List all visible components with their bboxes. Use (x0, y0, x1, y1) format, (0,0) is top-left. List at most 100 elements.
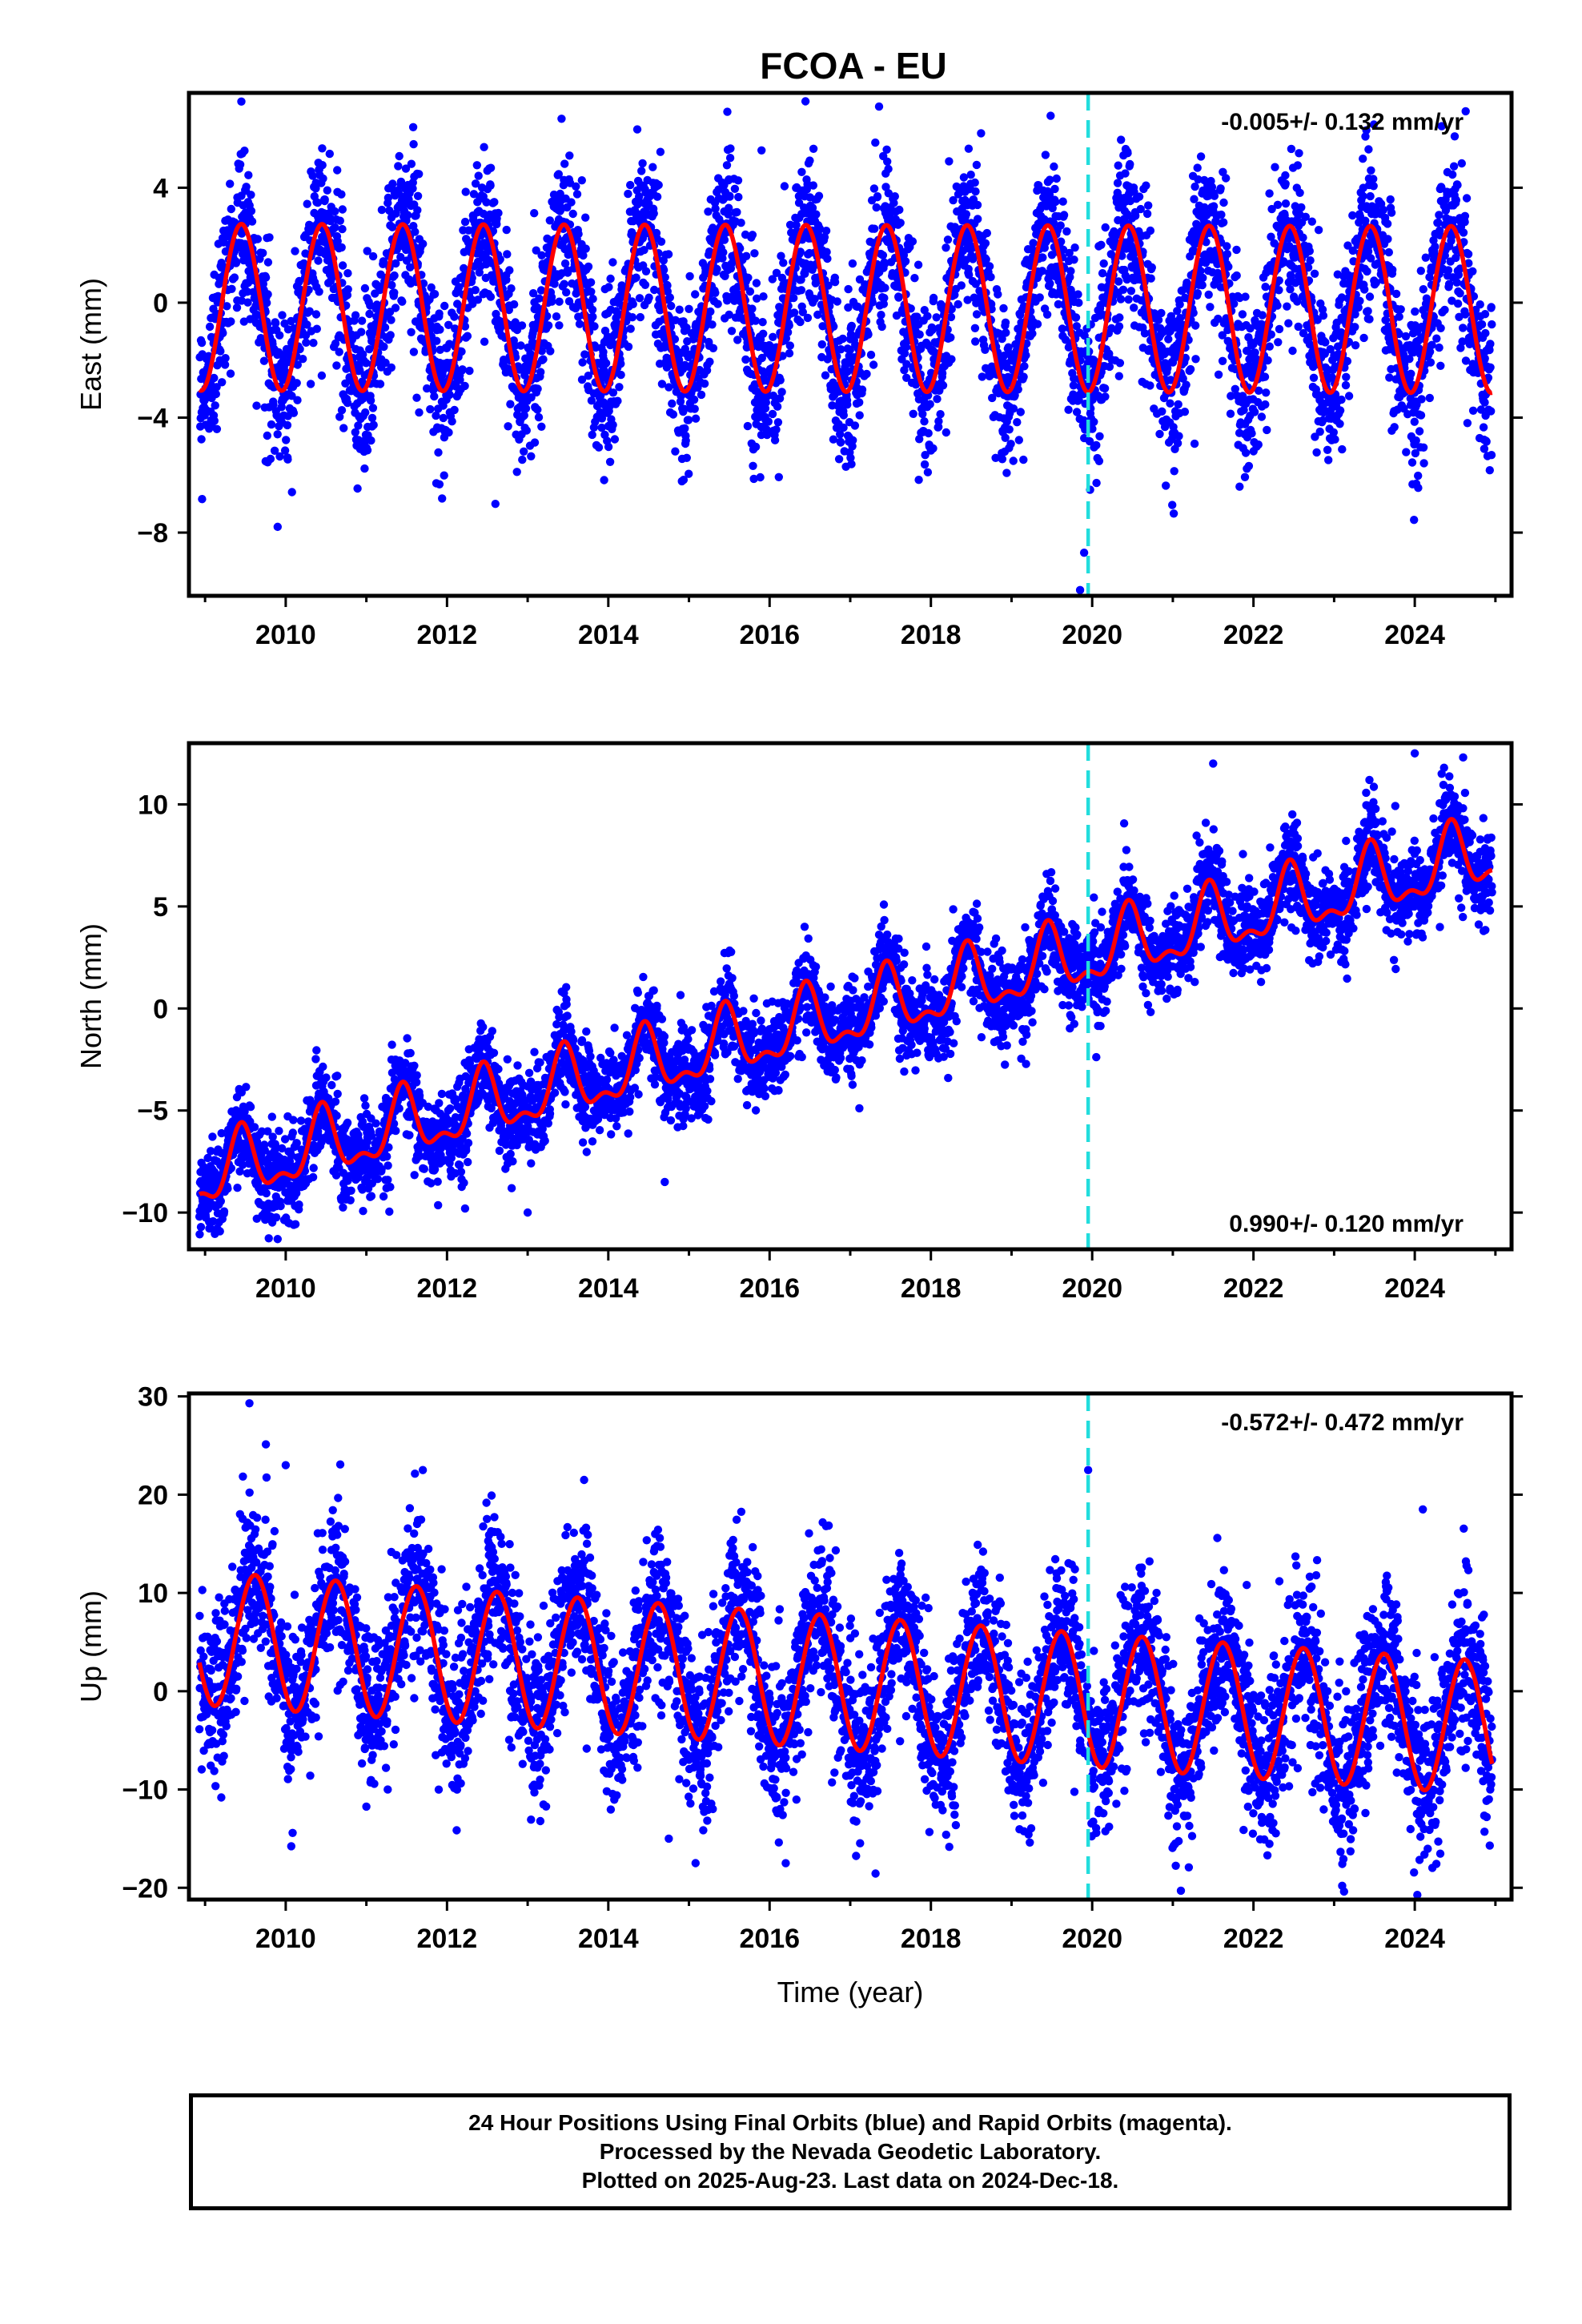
position-point (726, 144, 735, 153)
position-point (556, 189, 564, 199)
position-point (226, 369, 235, 378)
position-point (1435, 343, 1443, 352)
position-point (1307, 217, 1317, 226)
position-point (1436, 361, 1445, 370)
position-point (836, 438, 845, 447)
position-point (1058, 324, 1067, 333)
position-point (231, 259, 241, 267)
position-point (706, 307, 715, 316)
position-point (749, 474, 758, 484)
position-point (1009, 456, 1018, 465)
position-point (1286, 285, 1295, 294)
position-point (1162, 481, 1170, 490)
position-point (1121, 169, 1130, 178)
position-point (1058, 245, 1068, 254)
position-point (267, 420, 276, 429)
position-point (947, 355, 956, 364)
position-point (785, 220, 795, 229)
position-point (1223, 242, 1231, 251)
position-point (1258, 311, 1267, 320)
position-point (361, 408, 370, 417)
position-point (775, 394, 785, 403)
position-point (450, 312, 459, 321)
position-point (884, 164, 893, 174)
position-point (1146, 274, 1155, 283)
position-point (1085, 436, 1094, 446)
position-point (472, 161, 481, 170)
position-point (733, 176, 743, 185)
position-point (641, 267, 651, 275)
position-point (896, 219, 905, 227)
position-point (1218, 356, 1227, 365)
position-point (450, 405, 459, 415)
position-point (584, 372, 592, 380)
position-point (338, 224, 347, 234)
position-point (913, 312, 921, 321)
position-point (1144, 201, 1153, 210)
position-point (1035, 293, 1044, 302)
position-point (295, 344, 304, 354)
position-point (419, 239, 428, 248)
position-point (312, 324, 321, 333)
position-point (520, 447, 528, 456)
position-point (681, 424, 689, 433)
position-point (1281, 179, 1290, 188)
position-point (404, 195, 413, 204)
position-point (1146, 226, 1155, 235)
position-point (685, 271, 694, 281)
position-point (1190, 439, 1199, 448)
position-point (901, 257, 910, 266)
position-point (331, 223, 339, 232)
position-point (1261, 283, 1270, 292)
position-point (292, 379, 301, 388)
position-point (381, 358, 390, 368)
position-point (597, 423, 606, 432)
position-point (725, 154, 735, 163)
position-point (338, 205, 347, 214)
position-point (560, 259, 570, 268)
position-point (644, 293, 653, 302)
position-point (1174, 432, 1183, 440)
position-point (1094, 456, 1104, 465)
position-point (769, 391, 778, 400)
position-point (444, 320, 453, 329)
position-point (1219, 198, 1228, 207)
position-point (926, 400, 934, 408)
position-point (671, 447, 680, 456)
position-point (270, 446, 279, 455)
position-point (1029, 239, 1038, 247)
position-point (1417, 395, 1426, 404)
position-point (210, 416, 219, 425)
position-point (1123, 149, 1132, 158)
position-point (719, 248, 728, 257)
position-point (574, 230, 583, 239)
position-point (413, 191, 423, 200)
position-point (1193, 289, 1203, 298)
position-point (848, 259, 857, 268)
position-point (830, 278, 840, 287)
position-point (636, 312, 644, 322)
position-point (435, 309, 444, 318)
position-point (460, 322, 470, 331)
position-point (212, 424, 222, 433)
position-point (221, 354, 230, 363)
position-point (1038, 253, 1047, 262)
position-point (357, 328, 366, 336)
position-point (314, 256, 323, 265)
position-point (954, 300, 962, 309)
position-point (1321, 338, 1330, 347)
position-point (665, 383, 673, 392)
position-point (522, 426, 531, 435)
position-point (588, 430, 596, 440)
position-point (252, 401, 261, 410)
position-point (387, 280, 396, 290)
position-point (822, 247, 831, 256)
position-point (720, 235, 729, 244)
position-point (722, 161, 732, 170)
position-point (1117, 135, 1126, 144)
position-point (263, 290, 272, 299)
position-point (684, 416, 693, 424)
position-point (530, 209, 539, 218)
position-point (1005, 425, 1014, 434)
position-point (613, 396, 622, 405)
